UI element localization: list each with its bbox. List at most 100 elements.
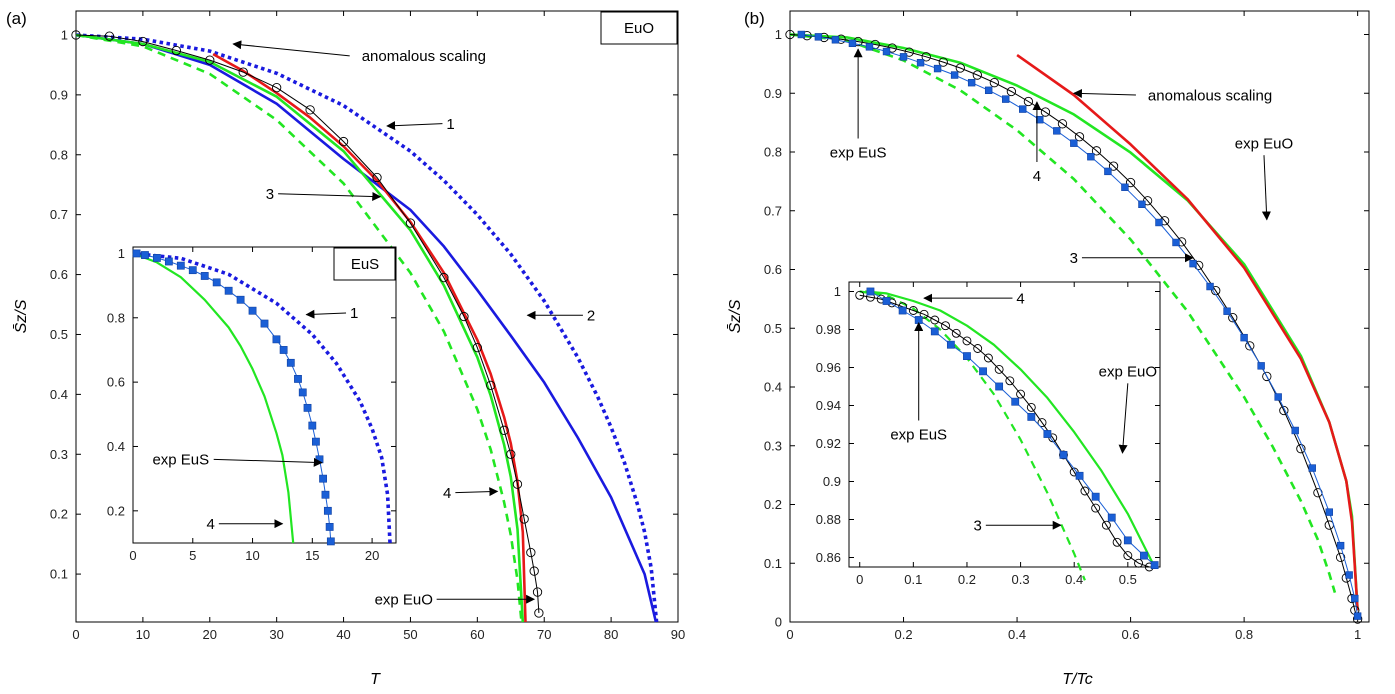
y-tick-label: 1 bbox=[118, 246, 125, 261]
a-exp-euo-point bbox=[338, 136, 349, 147]
y-tick-label: 0.86 bbox=[816, 550, 841, 565]
b-exp-euo-point bbox=[972, 70, 982, 80]
b-exp-euo-point bbox=[1091, 146, 1102, 156]
x-tick-label: 0.2 bbox=[894, 627, 912, 642]
y-tick-label: 0.98 bbox=[816, 322, 841, 337]
panel-label: (b) bbox=[744, 9, 765, 28]
b-exp-euo-point bbox=[1125, 177, 1136, 188]
y-tick-label: 0.9 bbox=[764, 86, 782, 101]
i2-exp-eus-point bbox=[1059, 450, 1068, 459]
x-tick-label: 0.5 bbox=[1119, 572, 1137, 587]
annotation-label: 1 bbox=[446, 116, 454, 133]
inset-legend-box bbox=[333, 247, 396, 281]
annotation-label: exp EuO bbox=[375, 591, 433, 608]
i1-exp-eus-point bbox=[248, 306, 257, 315]
x-tick-label: 10 bbox=[245, 548, 259, 563]
b-exp-eus-point bbox=[1172, 238, 1180, 247]
x-tick-label: 20 bbox=[203, 627, 217, 642]
x-tick-label: 60 bbox=[470, 627, 484, 642]
annotation-label: anomalous scaling bbox=[362, 48, 486, 65]
a-curve-4 bbox=[75, 33, 525, 623]
b-exp-eus-point bbox=[1053, 127, 1061, 135]
b-exp-eus-point bbox=[1002, 95, 1010, 103]
y-tick-label: 0.4 bbox=[764, 380, 782, 395]
y-tick-label: 0.92 bbox=[816, 436, 841, 451]
b-exp-euo-point bbox=[1245, 341, 1255, 351]
b-exp-eus-point bbox=[1104, 167, 1112, 176]
b-exp-eus-point bbox=[1206, 282, 1214, 291]
y-tick-label: 1 bbox=[61, 28, 68, 43]
i1-exp-eus-point bbox=[286, 358, 295, 367]
b-exp-euo-point bbox=[785, 29, 795, 40]
i2-exp-euo-point bbox=[1037, 418, 1047, 428]
b-exp-eus-point bbox=[1087, 153, 1095, 161]
panel-label: (a) bbox=[6, 9, 27, 28]
x-tick-label: 0.1 bbox=[904, 572, 922, 587]
b-exp-eus-point bbox=[1240, 333, 1248, 342]
i1-exp-eus-point bbox=[308, 421, 317, 430]
i2-exp-euo-point bbox=[941, 321, 950, 331]
y-tick-label: 0.5 bbox=[50, 327, 68, 342]
annotation-arrow bbox=[1118, 383, 1129, 454]
i2-exp-euo-point bbox=[908, 306, 918, 315]
annotation-label: exp EuO bbox=[1235, 135, 1293, 152]
i1-exp-eus-point bbox=[323, 506, 332, 515]
b-exp-euo-point bbox=[938, 57, 948, 67]
b-exp-euo-point bbox=[904, 47, 914, 57]
a-exp-euo-point bbox=[486, 380, 496, 391]
y-tick-label: 0.8 bbox=[764, 145, 782, 160]
y-tick-label: 0.3 bbox=[764, 438, 782, 453]
i2-exp-eus-point bbox=[1140, 551, 1148, 560]
a-exp-euo-point bbox=[71, 30, 81, 40]
i2-exp-eus-point bbox=[914, 316, 923, 324]
annotation-label: 4 bbox=[1033, 168, 1041, 185]
i1-exp-eus-point bbox=[326, 537, 335, 546]
b-exp-eus-point bbox=[1121, 183, 1129, 191]
a-exp-euo-point bbox=[305, 105, 315, 115]
i1-exp-eus-point bbox=[272, 335, 281, 344]
y-tick-label: 1 bbox=[834, 284, 841, 299]
i1-exp-eus-point bbox=[224, 286, 233, 295]
annotation-label: exp EuS bbox=[830, 144, 887, 161]
annotation-label: 1 bbox=[350, 305, 358, 322]
a-exp-euo-point bbox=[499, 425, 509, 435]
x-tick-label: 10 bbox=[136, 627, 150, 642]
a-curve-2 bbox=[75, 33, 658, 623]
b-exp-eus-point bbox=[950, 71, 959, 79]
b-exp-euo-point bbox=[1040, 107, 1051, 117]
y-axis-label: S̄z/S bbox=[727, 299, 744, 333]
i1-exp-eus-point bbox=[319, 474, 327, 483]
b-exp-euo-point bbox=[1006, 86, 1017, 97]
a-exp-euo-point bbox=[238, 67, 248, 77]
i2-exp-euo-point bbox=[1134, 558, 1144, 568]
annotation-arrow bbox=[305, 309, 347, 319]
i1-exp-eus-point bbox=[321, 490, 330, 499]
a-exp-euo-point bbox=[534, 608, 544, 618]
i2-exp-euo-point bbox=[1091, 503, 1101, 513]
a-exp-euo-point bbox=[526, 547, 536, 558]
x-axis-label: T bbox=[370, 671, 381, 688]
b-exp-eus-point bbox=[1257, 362, 1265, 370]
x-tick-label: 20 bbox=[365, 548, 379, 563]
legend-box bbox=[600, 11, 678, 45]
annotation-label: 2 bbox=[587, 308, 595, 325]
x-tick-label: 5 bbox=[189, 548, 196, 563]
b-exp-eus-point bbox=[899, 53, 908, 61]
a-exp-euo-point bbox=[205, 55, 215, 65]
b-exp-euo-point bbox=[921, 52, 931, 62]
a-exp-euo-point bbox=[472, 342, 482, 353]
i2-exp-eus-point bbox=[1075, 471, 1084, 480]
i1-exp-eus-point bbox=[294, 375, 302, 383]
b-exp-eus-point bbox=[1223, 307, 1231, 315]
x-tick-label: 40 bbox=[336, 627, 350, 642]
b-curve-3 bbox=[789, 33, 1337, 593]
i2-exp-euo-point bbox=[1101, 520, 1111, 530]
annotation-arrow bbox=[1072, 88, 1136, 98]
annotation-label: 3 bbox=[974, 517, 982, 534]
i1-exp-eus-point bbox=[303, 403, 312, 412]
b-exp-eus-point bbox=[1189, 259, 1197, 268]
i2-exp-euo-point bbox=[1123, 551, 1133, 561]
annotation-arrow bbox=[278, 191, 382, 201]
y-tick-label: 0.2 bbox=[107, 503, 125, 518]
i1-exp-eus-point bbox=[212, 278, 221, 287]
